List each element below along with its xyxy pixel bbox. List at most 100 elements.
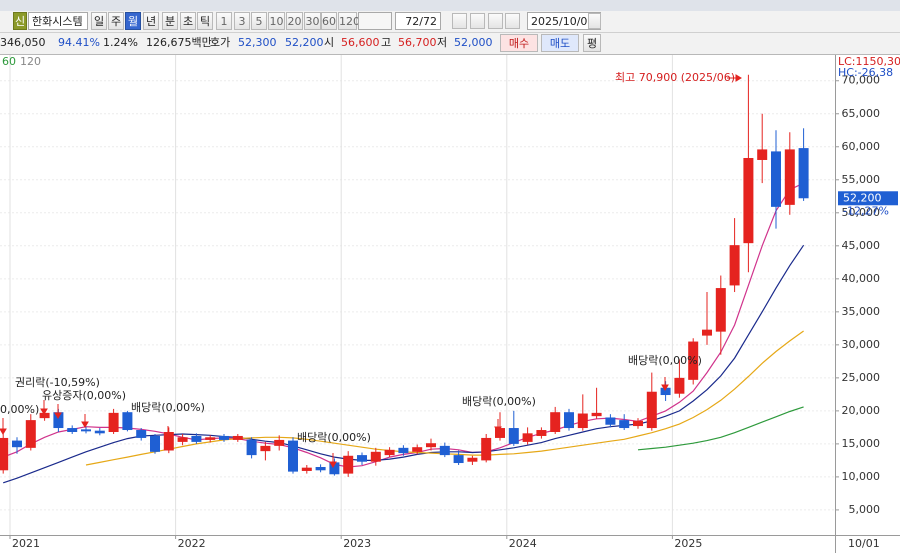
candle-body bbox=[177, 437, 188, 442]
candle-body bbox=[495, 428, 505, 438]
candle-body bbox=[384, 449, 395, 456]
arrow-head bbox=[81, 421, 89, 428]
candle-body bbox=[646, 391, 657, 429]
interval-button[interactable]: 10 bbox=[268, 12, 285, 30]
moving-average-line bbox=[637, 406, 804, 451]
quote-low-label: 저 bbox=[437, 36, 448, 49]
candle-body bbox=[467, 457, 478, 462]
candle-body bbox=[136, 430, 147, 438]
period-button[interactable]: 틱 bbox=[197, 12, 213, 30]
annotation: 0,00%) bbox=[0, 403, 39, 416]
arrow-head bbox=[735, 74, 742, 82]
annotation-arrows bbox=[0, 74, 742, 468]
stock-name[interactable]: 한화시스템 bbox=[28, 12, 88, 30]
tool-icon[interactable] bbox=[488, 13, 503, 29]
quote-change-rate: 1.24% bbox=[103, 36, 138, 49]
y-tick-label: 70,000 bbox=[842, 74, 881, 87]
interval-button[interactable]: 20 bbox=[286, 12, 303, 30]
candle-body bbox=[301, 467, 312, 471]
candle-body bbox=[150, 435, 160, 452]
candle-body bbox=[343, 455, 354, 474]
y-tick-label: 45,000 bbox=[842, 239, 881, 252]
y-tick-label: 35,000 bbox=[842, 305, 881, 318]
candle-body bbox=[688, 341, 699, 380]
y-tick-label: 65,000 bbox=[842, 107, 881, 120]
x-tick-label: 2025 bbox=[674, 537, 702, 550]
quote-ratio: 94.41% bbox=[58, 36, 100, 49]
annotation: 권리락(-10,59%) bbox=[15, 376, 100, 389]
x-tick-label: 2023 bbox=[343, 537, 371, 550]
arrow-head bbox=[661, 384, 669, 391]
interval-button[interactable]: 120 bbox=[338, 12, 360, 30]
tool-icon[interactable] bbox=[470, 13, 485, 29]
annotation: 배당락(0,00%) bbox=[131, 401, 205, 414]
annotation: 배당락(0,00%) bbox=[297, 431, 371, 444]
interval-button[interactable]: 5 bbox=[251, 12, 267, 30]
interval-select[interactable] bbox=[358, 12, 392, 30]
candle-body bbox=[522, 433, 533, 442]
quote-ask-label: 호가 bbox=[210, 36, 231, 49]
marks-layer: 5,000 10,000 15,000 20,000 25,000 30,000 35,00… bbox=[0, 55, 880, 550]
date-field[interactable]: 2025/10/01 bbox=[527, 12, 601, 30]
count-field[interactable]: 72/72 bbox=[395, 12, 441, 30]
quote-amount: 126,675백만 bbox=[146, 36, 212, 49]
period-button[interactable]: 월 bbox=[125, 12, 141, 30]
last-change-label: -12,27% bbox=[843, 204, 889, 217]
tool-icon[interactable] bbox=[452, 13, 467, 29]
period-button[interactable]: 분 bbox=[162, 12, 178, 30]
ma-label: 60 bbox=[2, 55, 16, 68]
candle-body bbox=[108, 412, 119, 433]
y-tick-label: 25,000 bbox=[842, 371, 881, 384]
annotation: 유상증자(0,00%) bbox=[42, 389, 126, 402]
candle-body bbox=[274, 439, 285, 446]
candle-body bbox=[53, 412, 64, 429]
calendar-icon[interactable] bbox=[588, 13, 601, 29]
quote-high-label: 고 bbox=[381, 36, 392, 49]
candle-body bbox=[94, 430, 105, 434]
interval-button[interactable]: 60 bbox=[321, 12, 337, 30]
candle-body bbox=[481, 437, 492, 461]
period-button[interactable]: 주 bbox=[108, 12, 124, 30]
arrow-head bbox=[40, 408, 48, 415]
x-tick-label: 2022 bbox=[178, 537, 206, 550]
candle-body bbox=[412, 447, 423, 452]
interval-button[interactable]: 1 bbox=[216, 12, 232, 30]
candle-body bbox=[219, 435, 229, 440]
x-tick-label: 2021 bbox=[12, 537, 40, 550]
candle-body bbox=[288, 440, 298, 472]
candle-body bbox=[784, 149, 795, 205]
interval-button[interactable]: 3 bbox=[234, 12, 250, 30]
interval-button[interactable]: 30 bbox=[304, 12, 321, 30]
candle-body bbox=[357, 455, 367, 462]
ma-label: 120 bbox=[20, 55, 41, 68]
candle-body bbox=[315, 466, 326, 471]
candle-body bbox=[633, 420, 643, 427]
arrow-head bbox=[329, 461, 337, 468]
sell-button[interactable]: 매도 bbox=[541, 34, 579, 52]
buy-button[interactable]: 매수 bbox=[500, 34, 538, 52]
period-button[interactable]: 일 bbox=[91, 12, 107, 30]
candle-body bbox=[122, 412, 133, 431]
title-strip bbox=[0, 0, 900, 11]
candle-body bbox=[246, 439, 257, 456]
eval-button[interactable]: 평 bbox=[583, 34, 601, 52]
badge[interactable]: 신 bbox=[13, 12, 27, 30]
candle-body bbox=[205, 437, 216, 440]
candle-body bbox=[715, 288, 726, 332]
y-tick-label: 50,000 bbox=[842, 206, 881, 219]
tool-icon[interactable] bbox=[505, 13, 520, 29]
y-tick-label: 5,000 bbox=[849, 503, 881, 516]
quote-low: 52,000 bbox=[454, 36, 493, 49]
quote-open: 56,600 bbox=[341, 36, 380, 49]
candle-body bbox=[232, 435, 243, 440]
candle-body bbox=[39, 412, 50, 419]
candle-body bbox=[577, 413, 588, 429]
period-button[interactable]: 초 bbox=[180, 12, 196, 30]
y-tick-label: 10,000 bbox=[842, 470, 881, 483]
candle-body bbox=[163, 432, 174, 451]
lc-label: LC:1150,30 bbox=[838, 55, 900, 68]
candle-body bbox=[550, 412, 561, 433]
period-button[interactable]: 년 bbox=[143, 12, 159, 30]
candle-body bbox=[660, 387, 671, 396]
